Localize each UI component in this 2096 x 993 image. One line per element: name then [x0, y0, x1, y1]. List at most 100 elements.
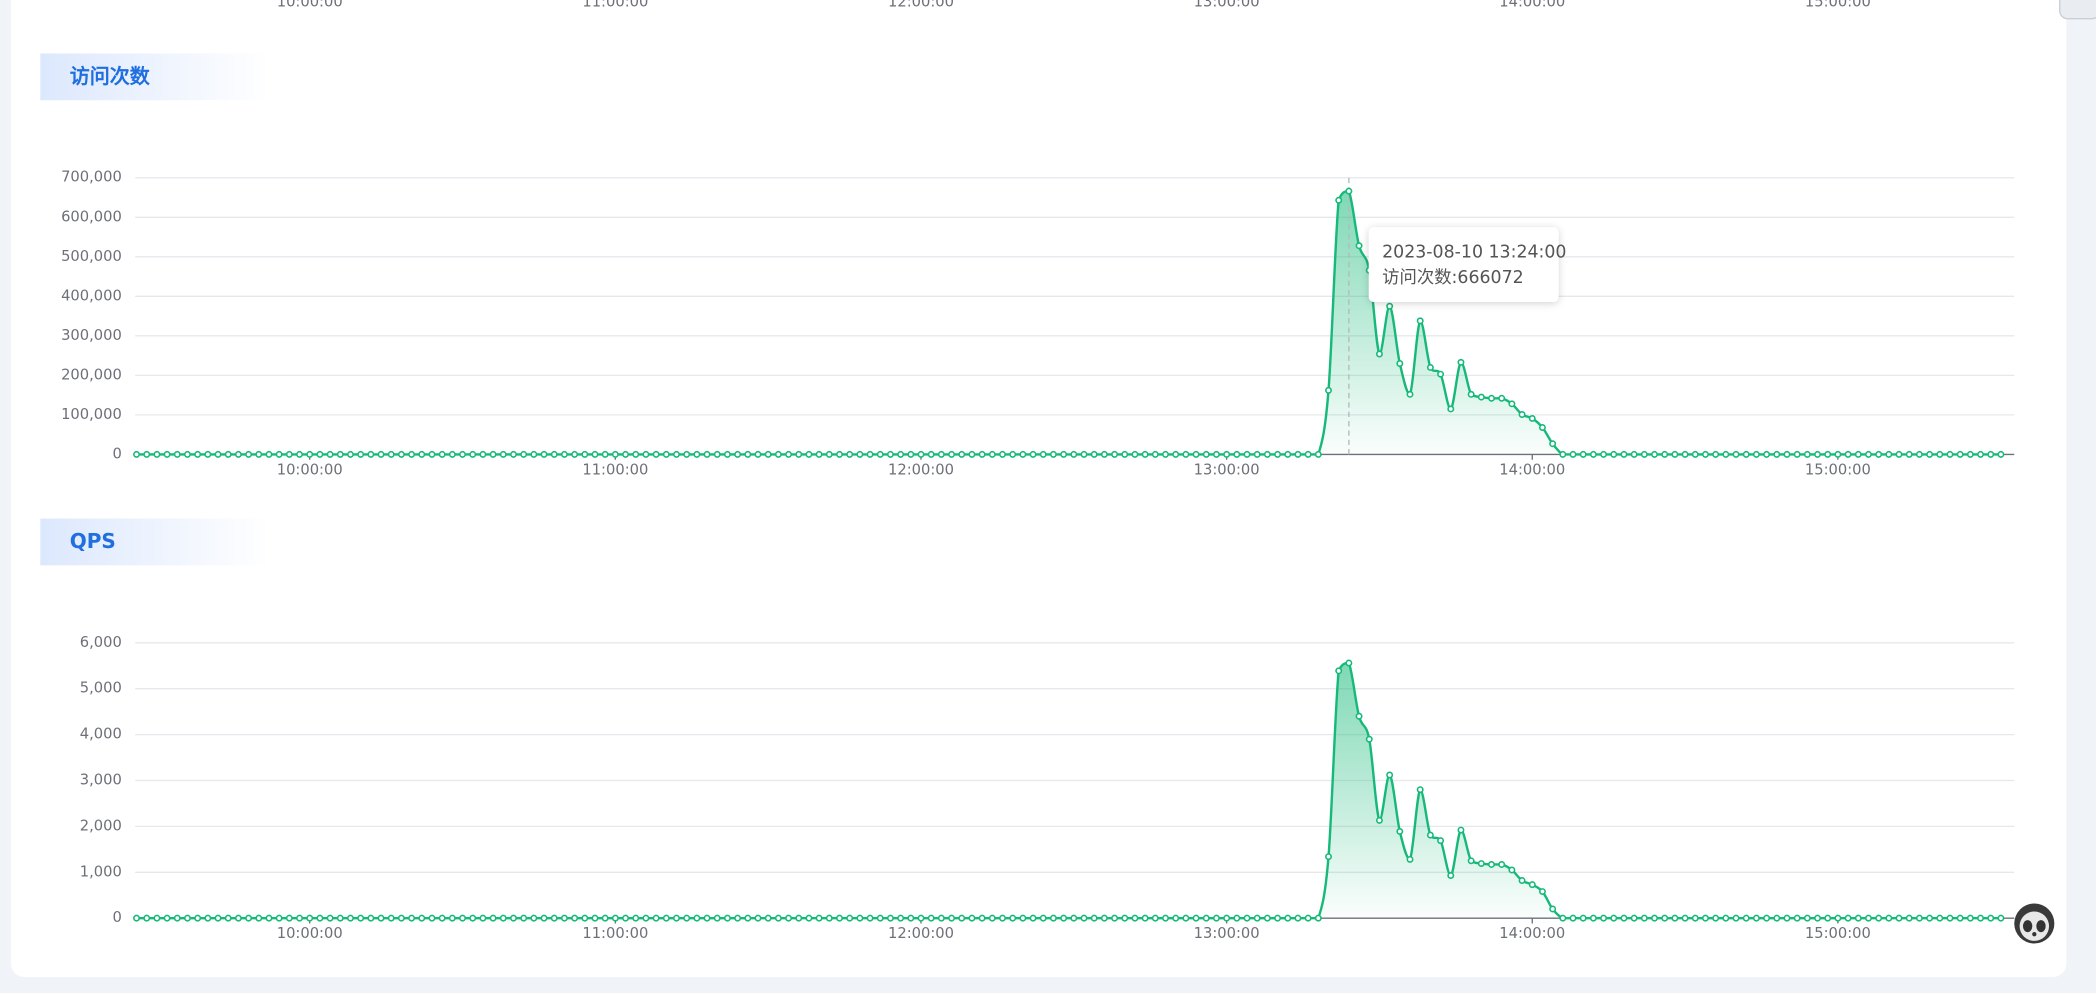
point — [489, 450, 497, 458]
point — [1610, 450, 1618, 458]
point — [1997, 914, 2005, 922]
point — [846, 450, 854, 458]
point — [1488, 860, 1495, 868]
point — [723, 450, 731, 458]
point — [326, 914, 334, 922]
point — [1630, 914, 1638, 922]
point — [1518, 877, 1526, 885]
point — [1651, 450, 1658, 458]
point — [1202, 914, 1210, 922]
point — [1284, 914, 1292, 922]
point — [1559, 914, 1567, 922]
point — [204, 450, 212, 458]
point — [133, 914, 140, 922]
point — [683, 914, 691, 922]
point — [510, 914, 517, 922]
point — [1202, 450, 1210, 458]
x-tick-label: 14:00:00 — [1499, 0, 1565, 11]
point — [958, 450, 966, 458]
point — [1926, 914, 1934, 922]
point — [825, 914, 833, 922]
y-tick-label: 400,000 — [61, 287, 122, 304]
y-tick-label: 200,000 — [61, 366, 122, 383]
point — [1640, 914, 1648, 922]
point — [1671, 450, 1679, 458]
point — [438, 450, 446, 458]
point — [1589, 914, 1597, 922]
point — [815, 450, 823, 458]
point — [1966, 914, 1974, 922]
point — [1875, 450, 1883, 458]
point — [306, 914, 314, 922]
point — [999, 914, 1006, 922]
point — [1426, 363, 1434, 371]
point — [1803, 914, 1811, 922]
point — [662, 914, 670, 922]
point — [1009, 914, 1017, 922]
point — [1620, 450, 1628, 458]
point — [1304, 450, 1312, 458]
x-tick-label: 15:00:00 — [1805, 461, 1871, 478]
y-tick-label: 2,000 — [80, 817, 122, 834]
point — [1864, 914, 1872, 922]
point — [1162, 914, 1169, 922]
point — [163, 914, 171, 922]
point — [1691, 450, 1699, 458]
assistant-icon[interactable] — [2014, 903, 2055, 944]
point — [937, 450, 945, 458]
point — [387, 450, 395, 458]
point — [336, 914, 344, 922]
y-tick-label: 600,000 — [61, 208, 122, 225]
point — [1437, 837, 1445, 845]
point — [988, 450, 996, 458]
point — [1528, 414, 1536, 422]
point — [1549, 440, 1557, 448]
point — [1987, 450, 1995, 458]
point — [1814, 450, 1821, 458]
point — [1742, 914, 1750, 922]
point — [530, 450, 538, 458]
point — [397, 450, 405, 458]
point — [958, 914, 966, 922]
point — [1966, 450, 1974, 458]
point — [550, 450, 558, 458]
point — [1090, 914, 1098, 922]
point — [1049, 450, 1057, 458]
point — [1875, 914, 1883, 922]
point — [1406, 390, 1414, 398]
point — [224, 450, 232, 458]
point — [275, 450, 283, 458]
point — [1121, 914, 1129, 922]
x-tick-label: 14:00:00 — [1499, 925, 1565, 942]
point — [581, 914, 589, 922]
point — [1722, 450, 1730, 458]
point — [1661, 450, 1669, 458]
point — [642, 914, 650, 922]
point — [377, 914, 385, 922]
point — [1111, 914, 1119, 922]
point — [1314, 450, 1322, 458]
point — [255, 914, 263, 922]
point — [1467, 390, 1475, 398]
point — [245, 450, 253, 458]
point — [1100, 450, 1108, 458]
point — [1671, 914, 1679, 922]
point — [1885, 450, 1893, 458]
point — [571, 450, 579, 458]
point — [886, 914, 894, 922]
point — [1651, 914, 1658, 922]
point — [1029, 914, 1037, 922]
point — [683, 450, 691, 458]
point — [1885, 914, 1893, 922]
point — [1610, 914, 1618, 922]
x-tick-label: 13:00:00 — [1194, 0, 1260, 11]
point — [897, 914, 905, 922]
point — [734, 450, 742, 458]
point — [1325, 853, 1332, 861]
point — [662, 450, 670, 458]
point — [1212, 914, 1220, 922]
side-handle[interactable] — [2059, 0, 2096, 20]
point — [1457, 826, 1465, 834]
point — [1712, 914, 1720, 922]
point — [296, 914, 304, 922]
